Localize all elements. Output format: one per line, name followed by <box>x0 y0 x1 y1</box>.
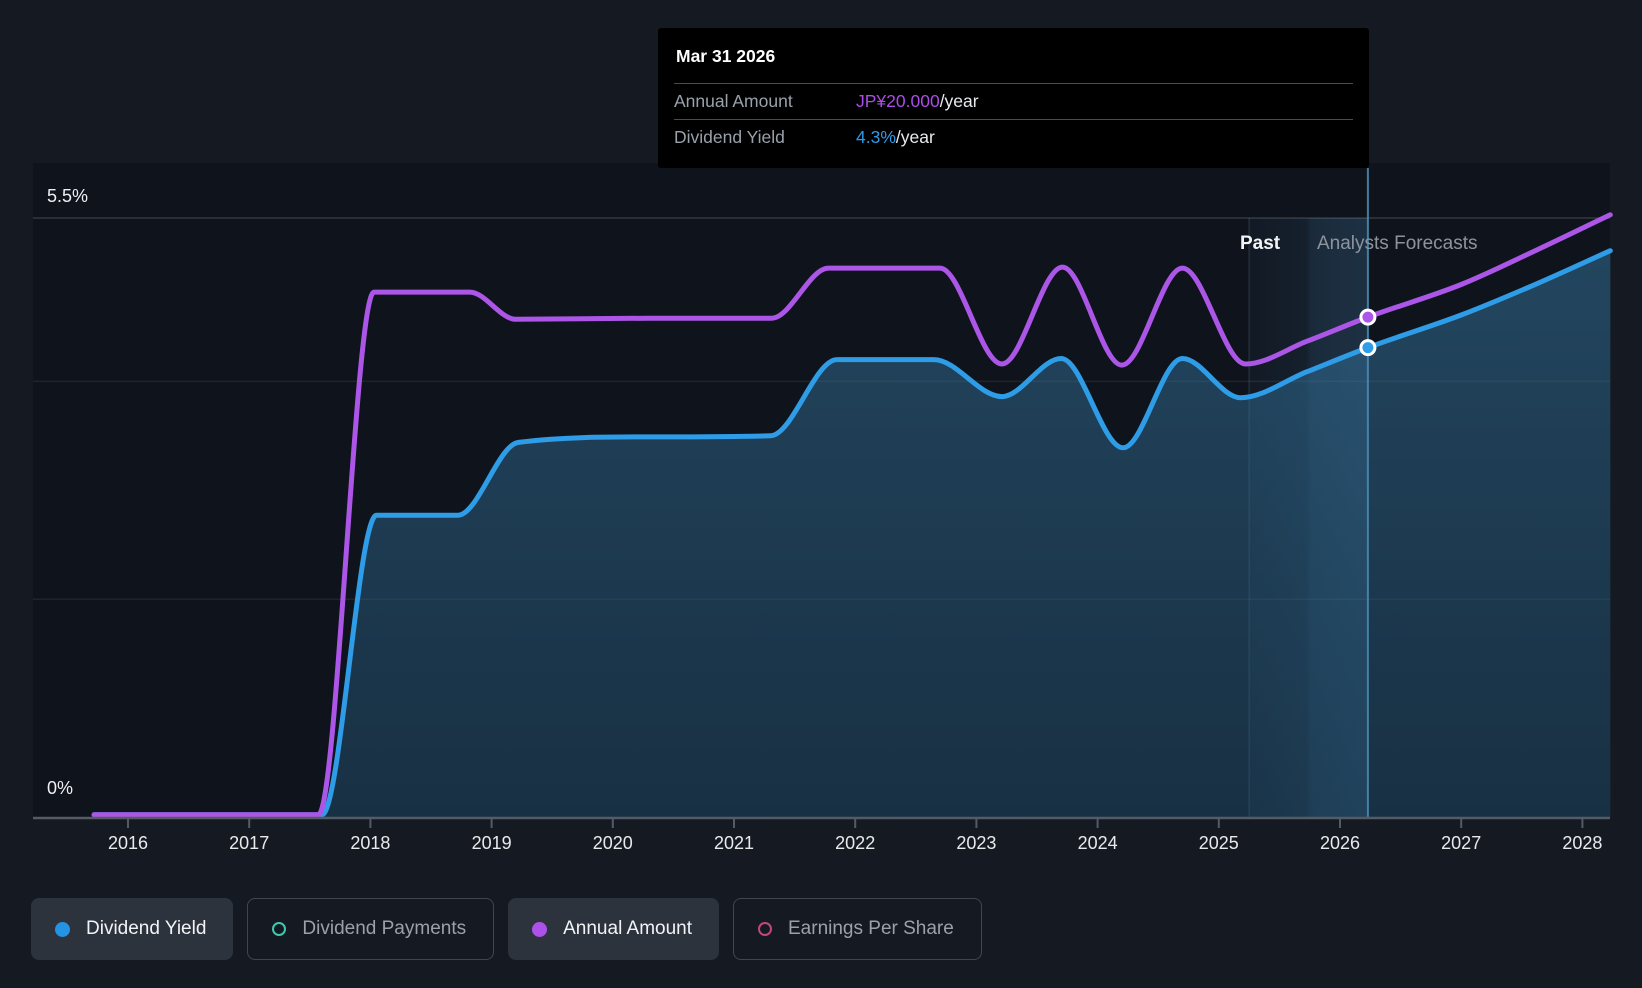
tooltip-suffix: /year <box>895 127 935 147</box>
dividend-yield-swatch-icon <box>55 921 70 937</box>
legend-label: Dividend Payments <box>302 918 467 939</box>
chart-tooltip: Mar 31 2026 Annual Amount JP¥20.000 /yea… <box>658 28 1369 168</box>
legend-label: Annual Amount <box>563 918 692 939</box>
legend-button-annual-amount[interactable]: Annual Amount <box>508 898 719 960</box>
tooltip-value: JP¥20.000 <box>856 91 940 111</box>
tooltip-row-dividend-yield: Dividend Yield 4.3% /year <box>674 119 1353 155</box>
x-axis-label-2027: 2027 <box>1441 833 1482 853</box>
x-axis-label-2021: 2021 <box>713 833 755 853</box>
legend-label: Earnings Per Share <box>788 918 954 939</box>
legend-button-dividend-payments[interactable]: Dividend Payments <box>247 898 495 960</box>
y-axis-label-zero: 0% <box>47 778 74 798</box>
tooltip-label: Annual Amount <box>674 91 793 111</box>
dividend-payments-swatch-icon <box>272 922 287 936</box>
tooltip-value: 4.3% <box>856 127 896 147</box>
legend-button-earnings-per-share[interactable]: Earnings Per Share <box>733 898 982 960</box>
marker-dot-dividend-yield <box>1359 339 1377 357</box>
legend-button-dividend-yield[interactable]: Dividend Yield <box>31 898 234 960</box>
x-axis-label-2019: 2019 <box>471 833 512 853</box>
x-axis-label-2016: 2016 <box>107 833 149 853</box>
x-axis-label-2017: 2017 <box>229 833 270 853</box>
tooltip-label: Dividend Yield <box>674 127 785 147</box>
chart-legend: Dividend Yield Dividend Payments Annual Am… <box>31 898 982 960</box>
tooltip-row-annual-amount: Annual Amount JP¥20.000 /year <box>674 83 1353 119</box>
annual-amount-swatch-icon <box>532 921 548 937</box>
x-axis-label-2025: 2025 <box>1198 833 1239 853</box>
legend-label: Dividend Yield <box>86 918 207 939</box>
dividend-yield-line <box>91 248 1613 818</box>
tooltip-date: Mar 31 2026 <box>676 46 776 66</box>
analysts-forecasts-label: Analysts Forecasts <box>1317 233 1478 254</box>
tooltip-suffix: /year <box>939 91 979 111</box>
x-axis-label-2028: 2028 <box>1562 833 1603 853</box>
x-axis-label-2024: 2024 <box>1077 833 1118 853</box>
earnings-per-share-swatch-icon <box>758 922 772 936</box>
x-axis-label-2020: 2020 <box>592 833 633 853</box>
annual-amount-line <box>91 212 1613 818</box>
x-axis-label-2023: 2023 <box>956 833 997 853</box>
y-axis-label-max: 5.5% <box>47 186 89 206</box>
x-axis-label-2022: 2022 <box>835 833 876 853</box>
x-axis-label-2026: 2026 <box>1319 833 1361 853</box>
marker-dot-annual-amount <box>1359 308 1377 326</box>
dividend-yield-area <box>94 250 1611 818</box>
past-label: Past <box>1240 233 1281 254</box>
x-axis-label-2018: 2018 <box>350 833 391 853</box>
